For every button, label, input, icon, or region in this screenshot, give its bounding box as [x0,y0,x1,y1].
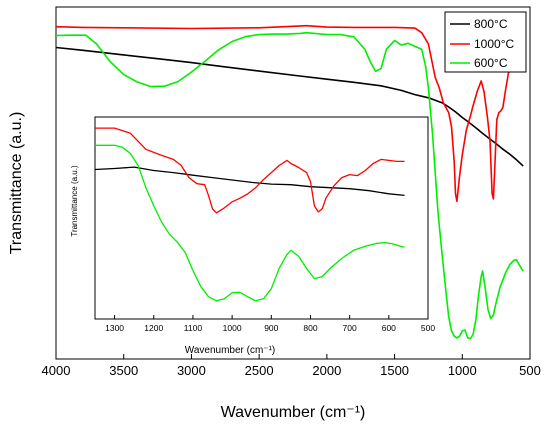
inset-x-tick-label-2: 1100 [184,323,203,333]
inset-series-line-1 [95,127,405,214]
inset-x-tick-label-8: 500 [421,323,435,333]
main-x-tick-label-5: 1500 [380,363,409,378]
main-series-line-0 [55,46,524,167]
inset-series-group [94,127,405,302]
main-series-line-1 [55,24,524,203]
inset-x-tick-label-1: 1200 [144,323,163,333]
main-x-axis-title: Wavenumber (cm⁻¹) [221,404,366,421]
legend-label-800: 800°C [474,17,508,31]
main-x-tick-label-1: 3500 [109,363,138,378]
main-series-line-2 [55,31,524,340]
inset-x-axis-ticks: 1300 1200 1100 1000 900 800 700 600 500 [105,315,435,333]
main-x-tick-label-3: 2500 [245,363,274,378]
main-x-tick-label-7: 500 [519,363,541,378]
main-series-group [55,24,524,340]
inset-plot: 1300 1200 1100 1000 900 800 700 600 500 Wavenumb… [70,116,435,356]
main-y-axis-title: Transmittance (a.u.) [8,112,25,255]
main-x-tick-label-6: 1000 [448,363,477,378]
inset-series-line-2 [95,144,405,302]
legend-label-600: 600°C [474,56,508,70]
legend-label-1000: 1000°C [474,37,514,51]
legend-frame [444,11,527,73]
legend: 800°C 1000°C 600°C [444,11,527,73]
inset-x-tick-label-0: 1300 [105,323,124,333]
inset-x-tick-label-3: 1000 [223,323,242,333]
inset-y-axis-title: Transmittance (a.u.) [70,165,79,237]
main-plot-frame [55,6,531,360]
inset-x-tick-label-6: 700 [343,323,357,333]
inset-x-tick-label-4: 900 [264,323,278,333]
main-x-axis-ticks: 4000 3500 3000 2500 2000 1500 1000 500 [42,354,541,378]
inset-plot-frame [94,116,429,320]
inset-x-tick-label-7: 600 [382,323,396,333]
inset-x-axis-title: Wavenumber (cm⁻¹) [185,345,275,356]
main-x-tick-label-0: 4000 [42,363,71,378]
inset-x-tick-label-5: 800 [303,323,317,333]
inset-series-line-0 [94,166,405,197]
main-x-tick-label-4: 2000 [312,363,341,378]
main-x-tick-label-2: 3000 [177,363,206,378]
